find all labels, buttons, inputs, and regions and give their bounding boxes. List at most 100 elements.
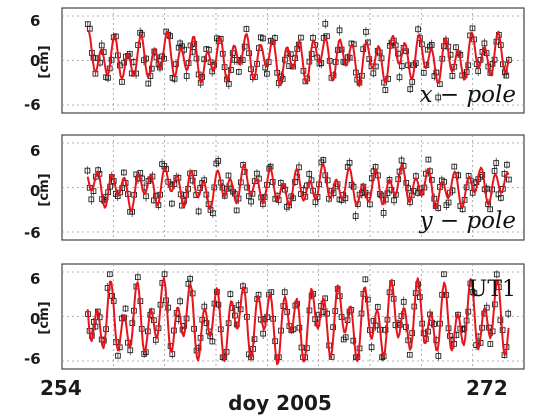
observation-point <box>363 26 369 37</box>
observation-point <box>503 72 510 79</box>
panel-y-pole-model-line <box>86 162 510 212</box>
panel-ut1-ytick-mid: 0 <box>30 310 40 328</box>
observation-point <box>161 270 168 278</box>
observation-point <box>92 322 99 331</box>
x-axis-title: doy 2005 <box>228 391 332 415</box>
x-axis-end-label: 272 <box>466 376 508 400</box>
observation-point <box>264 69 270 78</box>
observation-point <box>122 305 129 312</box>
panel-y-pole-ytick-top: 6 <box>30 142 40 160</box>
observation-point <box>259 34 266 42</box>
panel-y-pole-ytick-bottom: -6 <box>24 224 41 242</box>
observation-point <box>98 40 105 51</box>
observation-point <box>505 309 512 319</box>
observation-point <box>407 85 414 94</box>
observation-point <box>400 296 407 308</box>
panel-ut1-label: UT1 <box>469 277 516 302</box>
observation-point <box>210 208 216 218</box>
observation-point <box>248 196 254 208</box>
observation-point <box>498 194 504 202</box>
observation-point <box>187 274 193 284</box>
observation-point <box>233 207 240 214</box>
panel-ut1-ytick-bottom: -6 <box>24 350 41 368</box>
observation-point <box>145 80 152 87</box>
observation-point <box>296 161 302 173</box>
observation-point <box>143 54 149 63</box>
observation-point <box>342 333 349 342</box>
observation-point <box>243 25 250 33</box>
observation-point <box>177 296 183 306</box>
observation-point <box>398 61 405 72</box>
observation-point <box>209 338 216 345</box>
observation-point <box>441 271 447 278</box>
x-axis-start-label: 254 <box>40 376 82 400</box>
observation-point <box>396 72 403 82</box>
observation-point <box>368 342 375 353</box>
panel-y-pole-ytick-mid: 0 <box>30 182 40 200</box>
observation-point <box>370 69 377 78</box>
observation-point <box>487 206 493 213</box>
observation-point <box>336 25 343 36</box>
panel-ut1-model-line <box>86 277 510 366</box>
observation-point <box>215 155 222 167</box>
observation-point <box>487 341 494 347</box>
observation-point <box>380 207 387 219</box>
observation-point <box>177 39 184 48</box>
observation-point <box>183 70 190 82</box>
panel-ut1-ytick-top: 6 <box>30 270 40 288</box>
observation-point <box>115 352 121 360</box>
observation-point <box>504 160 510 169</box>
observation-point <box>306 169 313 179</box>
observation-point <box>382 325 389 335</box>
observation-point <box>324 32 330 40</box>
observation-point <box>493 270 500 279</box>
panel-x-pole-ytick-bottom: -6 <box>24 96 41 114</box>
panel-y-pole: 6 0 -6 [cm] y − pole <box>24 134 525 242</box>
panel-x-pole-label: x − pole <box>420 82 516 108</box>
observation-point <box>195 207 202 216</box>
observation-point <box>352 211 359 222</box>
panel-x-pole-ytick-top: 6 <box>30 12 40 30</box>
observation-point <box>88 194 95 205</box>
panel-x-pole-ylabel: [cm] <box>37 45 52 78</box>
observation-point <box>134 273 141 282</box>
observation-point <box>382 86 389 94</box>
observation-point <box>471 288 478 298</box>
observation-point <box>225 172 232 179</box>
panel-y-pole-label: y − pole <box>419 208 516 234</box>
observation-point <box>322 19 329 29</box>
observation-point <box>415 24 421 34</box>
observation-point <box>236 68 242 76</box>
observation-point <box>281 287 288 297</box>
observation-point <box>272 33 278 43</box>
observation-point <box>121 169 127 176</box>
observation-point <box>346 157 353 168</box>
observation-point <box>425 156 432 163</box>
observation-point <box>445 199 452 206</box>
observation-point <box>435 351 442 361</box>
observation-point <box>406 351 413 358</box>
panel-x-pole: 6 0 -6 [cm] x − pole <box>24 7 525 114</box>
panel-ut1-ylabel: [cm] <box>37 301 52 334</box>
panel-x-pole-ytick-mid: 0 <box>30 52 40 70</box>
observation-point <box>449 72 456 80</box>
observation-point <box>227 290 234 298</box>
observation-point <box>362 276 369 283</box>
observation-point <box>493 157 500 169</box>
observation-point <box>169 199 175 208</box>
observation-point <box>506 176 512 183</box>
observation-point <box>435 92 442 103</box>
observation-point <box>428 39 435 51</box>
panel-x-pole-model-line <box>87 30 510 87</box>
observation-point <box>469 25 476 32</box>
observation-point <box>320 156 327 164</box>
observation-point <box>106 271 113 278</box>
panel-ut1: 6 0 -6 [cm] UT1 <box>24 263 525 370</box>
observation-point <box>451 163 458 170</box>
panel-y-pole-ylabel: [cm] <box>37 173 52 206</box>
observation-point <box>420 69 427 76</box>
observation-point <box>84 166 91 175</box>
observation-point <box>453 44 459 51</box>
observation-point <box>298 34 304 41</box>
